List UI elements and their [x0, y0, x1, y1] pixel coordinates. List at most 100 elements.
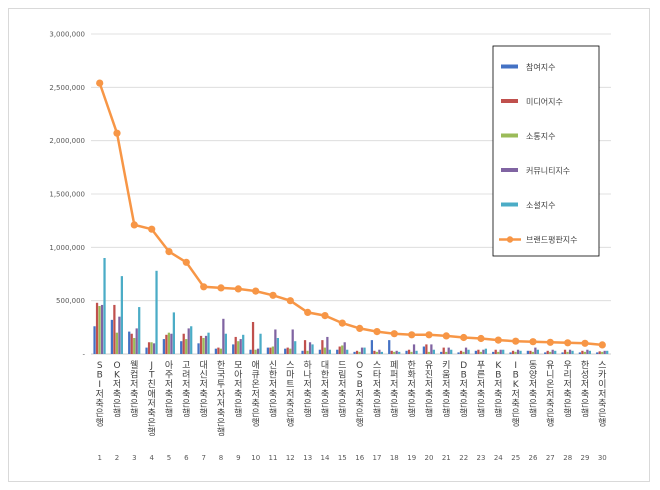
- bar: [497, 351, 500, 354]
- bar: [130, 333, 133, 354]
- bar: [606, 350, 609, 354]
- bar: [150, 342, 153, 354]
- x-index-label: 26: [529, 454, 538, 462]
- bar: [479, 351, 482, 354]
- line-point: [546, 338, 554, 346]
- bar: [328, 349, 331, 354]
- bar: [519, 350, 522, 354]
- bar: [249, 349, 252, 354]
- x-index-label: 30: [598, 454, 607, 462]
- legend-swatch: [501, 64, 518, 69]
- bar: [482, 349, 485, 354]
- bar: [467, 349, 470, 354]
- bar: [301, 350, 304, 354]
- bar: [113, 304, 116, 354]
- bar: [534, 347, 537, 354]
- line-point: [321, 312, 329, 320]
- x-index-label: 20: [425, 454, 434, 462]
- x-index-label: 3: [132, 454, 136, 462]
- bar: [581, 350, 584, 354]
- bar: [474, 350, 478, 354]
- bar: [425, 344, 428, 354]
- bar: [214, 348, 218, 354]
- bar: [432, 349, 435, 354]
- x-index-label: 7: [201, 454, 205, 462]
- bar: [291, 329, 294, 354]
- bar: [378, 349, 381, 354]
- x-index-label: 24: [494, 454, 503, 462]
- bar: [145, 347, 148, 354]
- bar: [187, 328, 190, 354]
- series-0: [93, 319, 599, 354]
- line-point: [338, 319, 346, 327]
- line-point: [252, 287, 260, 295]
- bar: [284, 348, 287, 354]
- bar: [516, 349, 520, 354]
- legend-swatch: [501, 202, 518, 207]
- bar: [199, 335, 203, 354]
- line-point: [460, 333, 468, 342]
- bar: [323, 347, 326, 354]
- bar: [355, 350, 359, 354]
- bar: [239, 339, 242, 354]
- bar: [430, 344, 433, 354]
- bar: [266, 347, 270, 354]
- bar: [237, 341, 240, 354]
- line-point: [234, 285, 242, 293]
- bar: [509, 352, 512, 354]
- y-tick-label: -: [82, 351, 85, 359]
- bar: [318, 349, 322, 354]
- bar: [147, 342, 151, 354]
- bar: [172, 312, 175, 354]
- x-index-label: 25: [511, 454, 520, 462]
- x-index-label: 5: [167, 454, 171, 462]
- bar: [603, 350, 606, 354]
- line-point: [130, 221, 138, 229]
- bar: [546, 350, 549, 354]
- bar: [202, 338, 205, 354]
- legend-swatch: [501, 99, 518, 103]
- line-point: [269, 291, 277, 299]
- bar: [336, 349, 339, 354]
- bar: [415, 350, 418, 354]
- bar: [256, 348, 260, 354]
- x-index-label: 13: [303, 454, 312, 462]
- bar: [568, 349, 572, 354]
- bar: [303, 340, 307, 354]
- x-index-label: 11: [269, 454, 278, 462]
- legend-label: 브랜드평판지수: [526, 235, 578, 245]
- y-tick-label: 1,000,000: [49, 244, 85, 252]
- bar: [370, 340, 374, 354]
- gridlines: [91, 33, 611, 355]
- bar: [511, 350, 515, 354]
- x-index-label: 6: [184, 454, 189, 462]
- line-point: [442, 332, 450, 340]
- bar: [103, 258, 106, 354]
- bar: [120, 276, 123, 354]
- bar: [185, 339, 188, 354]
- x-index-label: 15: [338, 454, 347, 462]
- bar: [197, 343, 200, 354]
- bar: [289, 348, 292, 354]
- x-index-label: 28: [563, 454, 572, 462]
- line-point: [529, 338, 537, 346]
- bar: [393, 351, 396, 354]
- y-tick-label: 3,000,000: [49, 31, 85, 39]
